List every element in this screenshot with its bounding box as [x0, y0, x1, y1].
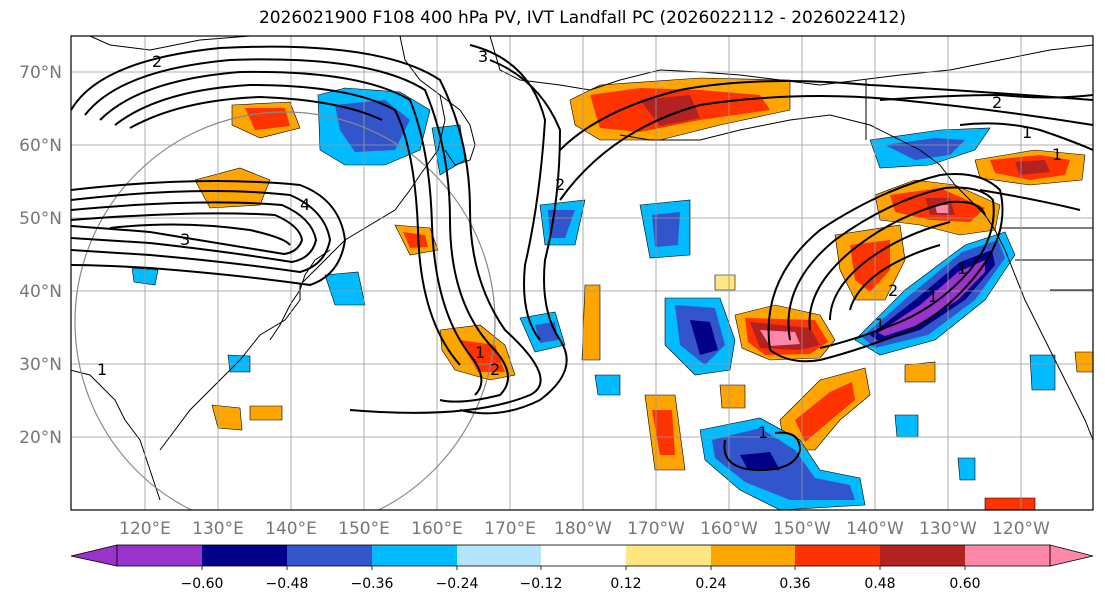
colorbar-segment — [965, 545, 1050, 566]
colorbar-segment — [202, 545, 287, 566]
ivt-contours — [71, 44, 1093, 472]
contour-label: 2 — [152, 52, 162, 71]
contour-label: 1 — [475, 343, 485, 362]
colorbar-tick-label: −0.48 — [266, 576, 309, 592]
contour-label: 4 — [300, 195, 310, 214]
lon-label: 150°E — [338, 519, 390, 539]
lat-label-40n: 40°N — [19, 282, 62, 302]
colorbar-tick-label: −0.24 — [436, 576, 479, 592]
colorbar-segment — [287, 545, 372, 566]
contour-label: 3 — [180, 230, 190, 249]
contour-label: 2 — [888, 281, 898, 300]
longitude-labels: 120°E 130°E 140°E 150°E 160°E 170°E 180°… — [119, 519, 1050, 539]
colorbar-tick-label: 0.12 — [610, 576, 641, 592]
lat-label-30n: 30°N — [19, 355, 62, 375]
colorbar-extend-high — [1049, 544, 1094, 567]
lon-label: 130°W — [919, 519, 977, 539]
lat-label-50n: 50°N — [19, 209, 62, 229]
colorbar-segment — [880, 545, 965, 566]
contour-label: 1 — [758, 423, 768, 442]
colorbar-tick-label: −0.36 — [351, 576, 394, 592]
colorbar-tick-label: 0.48 — [864, 576, 895, 592]
colorbar-segment — [372, 545, 457, 566]
colorbar-extend-low — [70, 544, 118, 567]
lon-label: 140°W — [846, 519, 904, 539]
colorbar: −0.60 −0.48 −0.36 −0.24 −0.12 0.12 0.24 … — [70, 544, 1094, 592]
contour-label: 1 — [875, 315, 885, 334]
colorbar-segment — [541, 545, 626, 566]
lon-label: 170°W — [627, 519, 685, 539]
contour-label: 1 — [957, 259, 967, 278]
contour-label: 2 — [490, 360, 500, 379]
colorbar-segment — [795, 545, 880, 566]
lon-label: 140°E — [265, 519, 317, 539]
colorbar-tick-label: 0.60 — [949, 576, 980, 592]
contour-labels: 2 3 3 4 2 2 1 2 1 1 2 1 1 1 1 1 — [97, 47, 1062, 442]
contour-label: 1 — [1022, 123, 1032, 142]
lon-label: 170°E — [484, 519, 536, 539]
contour-label: 3 — [478, 47, 488, 66]
contour-label: 2 — [555, 175, 565, 194]
contour-label: 2 — [992, 93, 1002, 112]
pv-field-siberia-neg-core — [335, 100, 410, 152]
contour-label: 1 — [928, 287, 938, 306]
colorbar-tick-label: 0.36 — [779, 576, 810, 592]
latitude-labels: 70°N 60°N 50°N 40°N 30°N 20°N — [19, 63, 62, 448]
lon-label: 120°W — [992, 519, 1050, 539]
lat-label-60n: 60°N — [19, 136, 62, 156]
contour-label: 1 — [97, 360, 107, 379]
colorbar-tick-label: 0.24 — [695, 576, 726, 592]
lat-label-20n: 20°N — [19, 428, 62, 448]
colorbar-tick-label: −0.12 — [520, 576, 563, 592]
lon-label: 160°E — [411, 519, 463, 539]
lon-label: 120°E — [119, 519, 171, 539]
lon-label: 130°E — [192, 519, 244, 539]
map-frame — [70, 35, 1094, 511]
colorbar-segment — [117, 545, 202, 566]
lon-label: 180°W — [554, 519, 612, 539]
lon-label: 160°W — [700, 519, 758, 539]
colorbar-segment — [457, 545, 541, 566]
region-circle — [74, 111, 496, 510]
lat-label-70n: 70°N — [19, 63, 62, 83]
colorbar-segment — [626, 545, 711, 566]
colorbar-tick-label: −0.60 — [181, 576, 224, 592]
lon-label: 150°W — [773, 519, 831, 539]
contour-label: 1 — [1052, 145, 1062, 164]
map-title: 2026021900 F108 400 hPa PV, IVT Landfall… — [258, 8, 906, 28]
colorbar-segment — [711, 545, 795, 566]
